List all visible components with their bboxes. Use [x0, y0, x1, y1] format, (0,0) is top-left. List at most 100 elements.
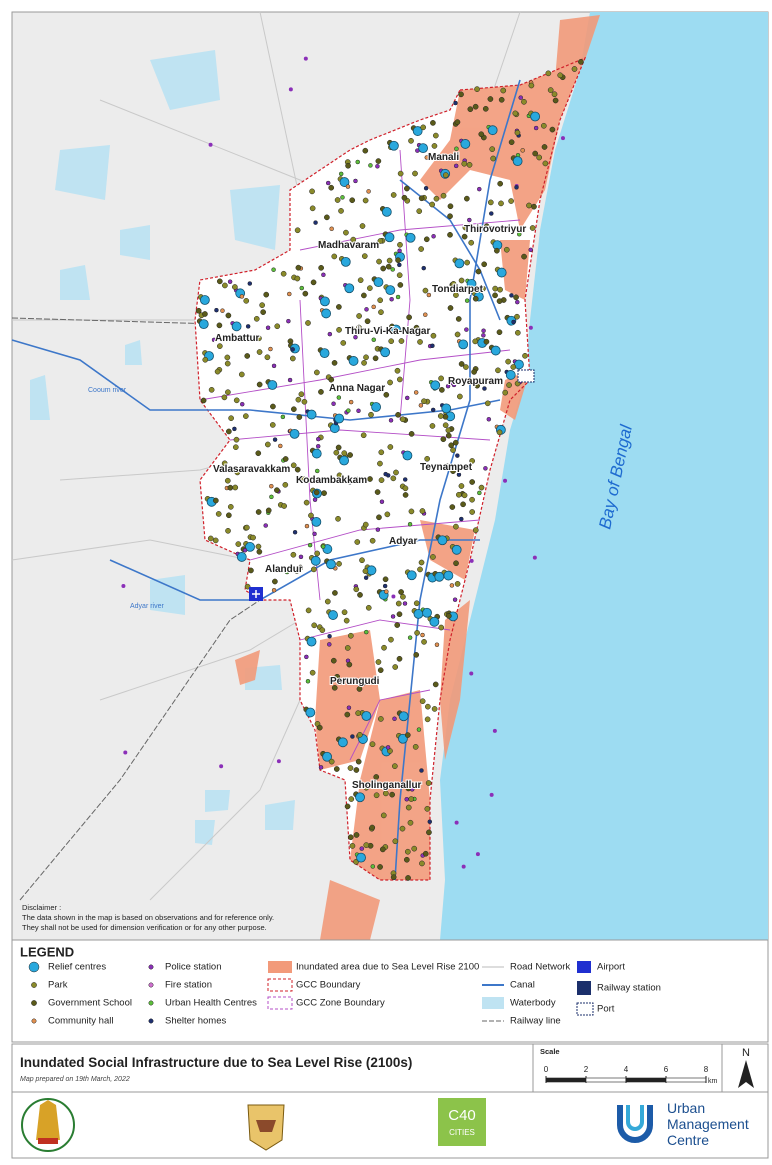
point [378, 477, 385, 483]
point [222, 282, 228, 289]
point [303, 499, 310, 506]
point [244, 583, 251, 590]
point [399, 825, 406, 832]
point [331, 360, 338, 366]
point [294, 227, 301, 234]
waterbodies [30, 50, 295, 845]
relief-centre [437, 535, 448, 546]
point [434, 642, 440, 647]
point [361, 253, 368, 259]
point [449, 504, 456, 510]
point [483, 466, 488, 471]
point [482, 105, 489, 112]
point [366, 189, 371, 194]
relief-centre [391, 324, 401, 335]
point [453, 100, 458, 106]
scale-label: Scale [540, 1047, 560, 1056]
relief-centre [429, 616, 440, 627]
point [508, 198, 514, 204]
point [506, 382, 512, 388]
point [482, 386, 487, 391]
point [514, 129, 521, 136]
point [509, 293, 514, 298]
point [315, 468, 320, 474]
point [489, 211, 494, 216]
point [469, 509, 476, 515]
point [316, 724, 323, 731]
north-arrow [738, 1060, 754, 1088]
point [213, 497, 219, 504]
point [449, 583, 455, 588]
point [290, 551, 297, 558]
scale-segment [625, 1077, 667, 1083]
point [347, 632, 354, 639]
point [227, 484, 234, 491]
point [421, 265, 426, 271]
point [494, 247, 500, 254]
relief-centre [487, 125, 498, 136]
point [384, 589, 389, 594]
point [472, 103, 479, 110]
tn-emblem [21, 1098, 75, 1152]
point [350, 734, 355, 739]
point [442, 422, 449, 429]
point [259, 302, 265, 309]
legend-label: Road Network [510, 962, 570, 973]
point [225, 527, 231, 534]
point [521, 98, 527, 105]
gcc-boundary [194, 56, 587, 881]
point [481, 261, 488, 268]
point [483, 338, 490, 345]
point [123, 750, 128, 755]
legend-label: Police station [165, 962, 222, 973]
point [388, 338, 395, 345]
point [408, 508, 415, 515]
point [233, 436, 240, 443]
point [398, 589, 404, 595]
point [240, 335, 247, 341]
legend-symbol [148, 1018, 154, 1024]
point [202, 356, 209, 363]
point [469, 458, 476, 464]
point [541, 144, 548, 150]
point [256, 381, 263, 388]
point [447, 213, 453, 220]
point [290, 406, 297, 413]
point [373, 774, 380, 780]
point [353, 832, 360, 838]
point [356, 324, 362, 331]
point [492, 728, 497, 733]
point [419, 508, 426, 514]
point [414, 630, 420, 636]
point [447, 231, 453, 238]
relief-centre [422, 607, 432, 618]
point [468, 239, 475, 246]
point [328, 376, 335, 383]
point [208, 142, 213, 147]
point [347, 834, 354, 841]
point [347, 480, 353, 485]
title-box [11, 1043, 769, 1093]
point [331, 684, 338, 691]
relief-centre [321, 308, 332, 319]
point [547, 87, 554, 93]
point [469, 558, 474, 563]
point [512, 110, 519, 117]
relief-centre [418, 143, 428, 154]
place-label: Perungudi [330, 676, 380, 687]
point [327, 633, 332, 639]
point [368, 163, 373, 168]
point [513, 294, 519, 301]
point [346, 705, 352, 710]
point [338, 208, 344, 214]
point [533, 125, 539, 131]
point [413, 652, 420, 658]
point [416, 208, 423, 215]
place-label: Sholinganallur [352, 780, 422, 791]
point [469, 479, 476, 485]
point [497, 286, 503, 293]
point [472, 295, 479, 302]
point [426, 829, 432, 836]
point [452, 464, 458, 469]
relief-centre [339, 177, 350, 187]
